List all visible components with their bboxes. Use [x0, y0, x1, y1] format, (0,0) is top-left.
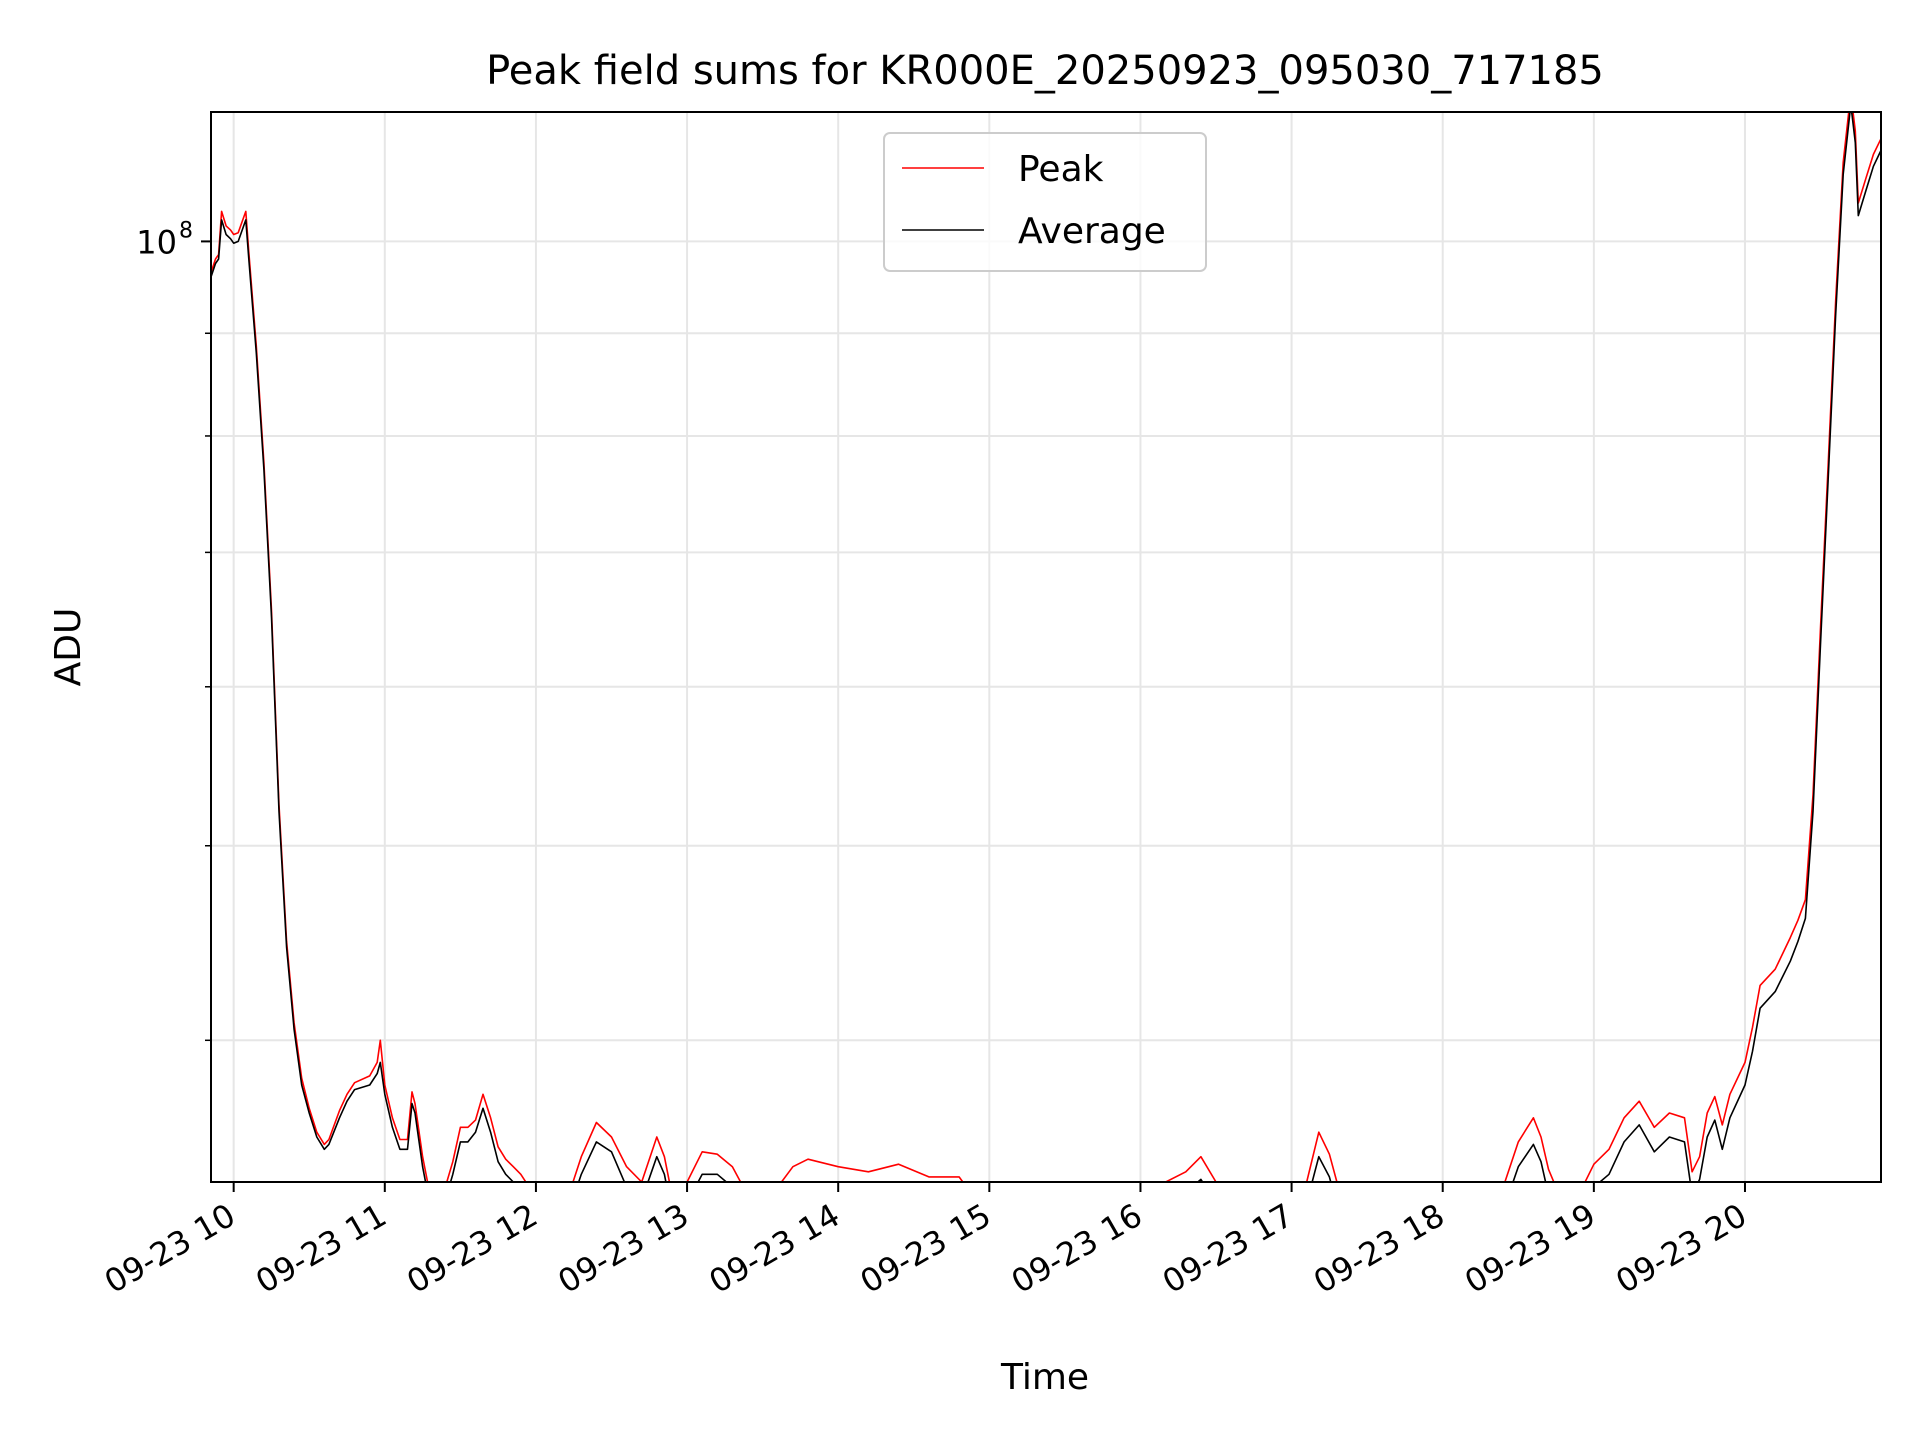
y-axis-label: ADU — [48, 608, 89, 687]
legend-peak-label: Peak — [1018, 149, 1104, 190]
series-line-average — [211, 112, 1881, 1182]
x-axis-label: Time — [1000, 1357, 1089, 1398]
series-line-peak — [211, 112, 1881, 1182]
plot-frame — [210, 111, 1882, 1183]
y-tick-label: 10 — [136, 223, 177, 261]
legend-average-label: Average — [1018, 211, 1166, 252]
legend: Peak Average — [883, 132, 1207, 272]
y-tick-label-exponent: 8 — [179, 218, 193, 243]
chart-title: Peak field sums for KR000E_20250923_0950… — [486, 48, 1604, 94]
series-layer — [211, 112, 1881, 1182]
grid — [211, 112, 1881, 1182]
